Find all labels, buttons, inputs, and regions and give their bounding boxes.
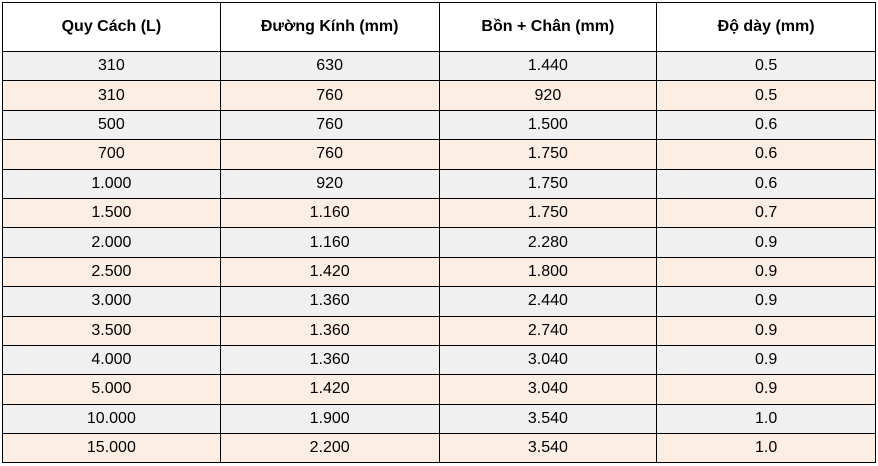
cell-diameter: 760	[219, 109, 440, 141]
cell-tank-height: 2.280	[438, 227, 658, 258]
cell-capacity: 2.000	[2, 227, 221, 258]
cell-tank-height: 2.740	[438, 315, 658, 346]
cell-thickness: 0.7	[656, 197, 876, 229]
cell-tank-height: 2.440	[438, 286, 658, 317]
table-row: 2.500 1.420 1.800 0.9	[2, 256, 876, 288]
cell-diameter: 1.360	[219, 315, 440, 346]
cell-diameter: 760	[219, 80, 440, 111]
table-row: 15.000 2.200 3.540 1.0	[2, 433, 876, 464]
cell-thickness: 0.5	[656, 50, 876, 82]
table-row: 3.000 1.360 2.440 0.9	[2, 286, 876, 317]
header-tank-height: Bồn + Chân (mm)	[438, 2, 658, 52]
table-row: 3.500 1.360 2.740 0.9	[2, 315, 876, 346]
cell-diameter: 760	[219, 139, 440, 170]
header-capacity: Quy Cách (L)	[2, 2, 221, 52]
cell-capacity: 1.500	[2, 197, 221, 229]
cell-thickness: 0.9	[656, 227, 876, 258]
cell-diameter: 1.160	[219, 197, 440, 229]
table-row: 1.500 1.160 1.750 0.7	[2, 197, 876, 229]
cell-tank-height: 1.750	[438, 168, 658, 199]
header-diameter: Đường Kính (mm)	[219, 2, 440, 52]
cell-capacity: 3.500	[2, 315, 221, 346]
cell-capacity: 3.000	[2, 286, 221, 317]
cell-diameter: 1.420	[219, 256, 440, 288]
cell-tank-height: 1.750	[438, 139, 658, 170]
cell-tank-height: 3.040	[438, 374, 658, 405]
cell-diameter: 1.360	[219, 286, 440, 317]
cell-capacity: 310	[2, 80, 221, 111]
cell-tank-height: 3.540	[438, 403, 658, 435]
cell-thickness: 1.0	[656, 403, 876, 435]
cell-capacity: 2.500	[2, 256, 221, 288]
cell-thickness: 0.5	[656, 80, 876, 111]
cell-diameter: 1.360	[219, 344, 440, 376]
cell-diameter: 2.200	[219, 433, 440, 464]
cell-thickness: 0.9	[656, 374, 876, 405]
cell-tank-height: 1.800	[438, 256, 658, 288]
table-row: 10.000 1.900 3.540 1.0	[2, 403, 876, 435]
cell-tank-height: 920	[438, 80, 658, 111]
cell-diameter: 630	[219, 50, 440, 82]
header-thickness: Độ dày (mm)	[656, 2, 876, 52]
cell-thickness: 0.9	[656, 315, 876, 346]
cell-tank-height: 3.040	[438, 344, 658, 376]
table-row: 4.000 1.360 3.040 0.9	[2, 344, 876, 376]
table-row: 1.000 920 1.750 0.6	[2, 168, 876, 199]
cell-thickness: 0.6	[656, 109, 876, 141]
table-row: 500 760 1.500 0.6	[2, 109, 876, 141]
cell-capacity: 1.000	[2, 168, 221, 199]
table-row: 310 760 920 0.5	[2, 80, 876, 111]
cell-capacity: 5.000	[2, 374, 221, 405]
cell-thickness: 0.6	[656, 139, 876, 170]
cell-thickness: 0.9	[656, 286, 876, 317]
header-row: Quy Cách (L) Đường Kính (mm) Bồn + Chân …	[2, 2, 876, 52]
table-row: 700 760 1.750 0.6	[2, 139, 876, 170]
cell-tank-height: 1.440	[438, 50, 658, 82]
table-row: 2.000 1.160 2.280 0.9	[2, 227, 876, 258]
cell-tank-height: 1.500	[438, 109, 658, 141]
cell-tank-height: 1.750	[438, 197, 658, 229]
cell-diameter: 920	[219, 168, 440, 199]
cell-tank-height: 3.540	[438, 433, 658, 464]
cell-capacity: 4.000	[2, 344, 221, 376]
cell-diameter: 1.900	[219, 403, 440, 435]
table-row: 5.000 1.420 3.040 0.9	[2, 374, 876, 405]
cell-capacity: 10.000	[2, 403, 221, 435]
table-row: 310 630 1.440 0.5	[2, 50, 876, 82]
cell-thickness: 0.6	[656, 168, 876, 199]
cell-thickness: 1.0	[656, 433, 876, 464]
cell-capacity: 310	[2, 50, 221, 82]
cell-capacity: 15.000	[2, 433, 221, 464]
cell-diameter: 1.420	[219, 374, 440, 405]
cell-diameter: 1.160	[219, 227, 440, 258]
cell-thickness: 0.9	[656, 344, 876, 376]
cell-capacity: 700	[2, 139, 221, 170]
cell-thickness: 0.9	[656, 256, 876, 288]
cell-capacity: 500	[2, 109, 221, 141]
